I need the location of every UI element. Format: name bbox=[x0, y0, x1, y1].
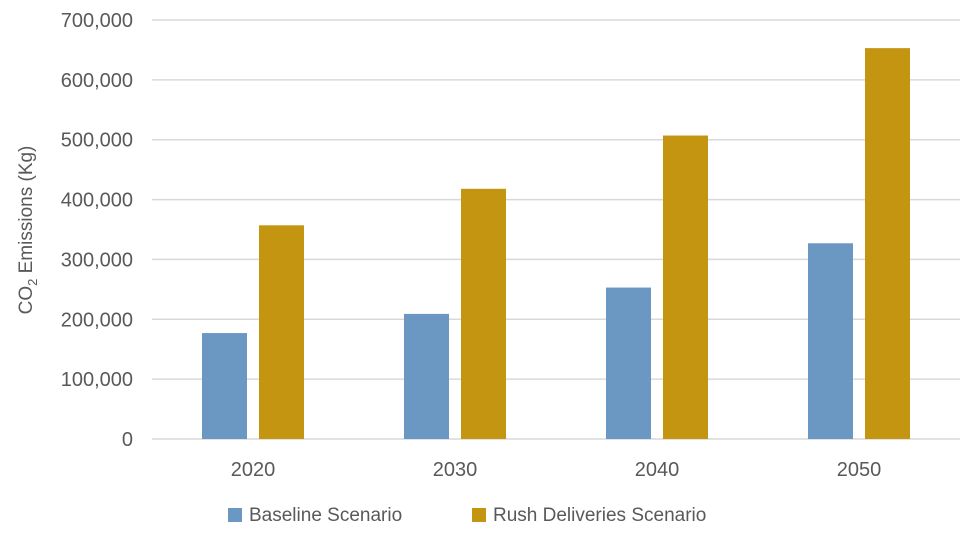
legend: Baseline Scenario Rush Deliveries Scenari… bbox=[228, 505, 706, 526]
y-tick-label: 0 bbox=[122, 429, 133, 451]
legend-swatch bbox=[472, 508, 486, 522]
y-axis-title: CO2 Emissions (Kg) bbox=[16, 146, 40, 315]
bar-rush-deliveries-scenario-2050 bbox=[865, 48, 910, 439]
y-tick-label: 400,000 bbox=[61, 190, 133, 212]
y-axis-tick-labels: 0 100,000 200,000 300,000 400,000 500,000 600,… bbox=[61, 10, 133, 451]
y-tick-label: 600,000 bbox=[61, 70, 133, 92]
bar-rush-deliveries-scenario-2030 bbox=[461, 188, 506, 439]
y-axis-title-main: CO bbox=[16, 286, 37, 315]
bar-rush-deliveries-scenario-2040 bbox=[663, 135, 708, 439]
y-tick-label: 300,000 bbox=[61, 249, 133, 271]
y-tick-label: 500,000 bbox=[61, 130, 133, 152]
bar-baseline-scenario-2040 bbox=[606, 287, 651, 439]
bar-baseline-scenario-2020 bbox=[202, 333, 247, 439]
x-tick-label: 2020 bbox=[231, 459, 276, 481]
legend-label: Baseline Scenario bbox=[249, 505, 402, 526]
legend-label: Rush Deliveries Scenario bbox=[493, 505, 706, 526]
legend-swatch bbox=[228, 508, 242, 522]
bar-rush-deliveries-scenario-2020 bbox=[259, 225, 304, 439]
y-tick-label: 200,000 bbox=[61, 309, 133, 331]
y-axis-title-rest: Emissions (Kg) bbox=[16, 146, 37, 279]
x-axis-tick-labels: 2020 2030 2040 2050 bbox=[231, 459, 882, 481]
bar-baseline-scenario-2050 bbox=[808, 243, 853, 439]
y-tick-label: 700,000 bbox=[61, 10, 133, 32]
y-tick-label: 100,000 bbox=[61, 369, 133, 391]
bars bbox=[202, 48, 910, 439]
y-axis-title-subscript: 2 bbox=[25, 279, 40, 286]
x-tick-label: 2030 bbox=[433, 459, 478, 481]
x-tick-label: 2040 bbox=[635, 459, 680, 481]
bar-baseline-scenario-2030 bbox=[404, 313, 449, 439]
x-tick-label: 2050 bbox=[837, 459, 882, 481]
